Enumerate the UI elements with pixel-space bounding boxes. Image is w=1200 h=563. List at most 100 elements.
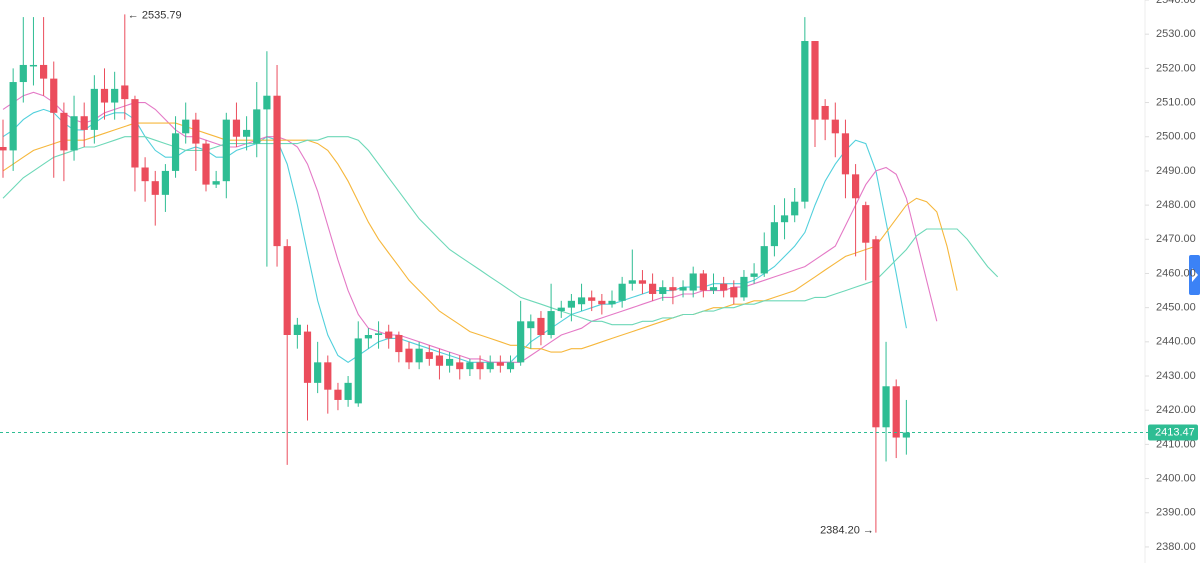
candle-body xyxy=(446,358,454,366)
candle-body xyxy=(456,362,464,370)
candle-body xyxy=(638,280,647,284)
candle-body xyxy=(50,78,58,113)
candle-body xyxy=(354,338,362,404)
candle-body xyxy=(466,362,474,370)
y-tick-label: 2460.00 xyxy=(1156,267,1196,279)
candle-body xyxy=(374,333,383,335)
candle-body xyxy=(151,181,159,195)
candle-body xyxy=(811,41,819,120)
candle-body xyxy=(567,300,575,308)
moving-average xyxy=(2,136,999,326)
candle-body xyxy=(161,170,169,195)
candle-body xyxy=(862,205,870,243)
candle-body xyxy=(872,239,880,428)
candle-body xyxy=(344,382,352,400)
candle-body xyxy=(496,362,504,366)
candle-body xyxy=(791,201,799,216)
y-tick-label: 2390.00 xyxy=(1156,507,1196,519)
candle-body xyxy=(141,167,149,182)
candle-body xyxy=(212,181,220,185)
candle-body xyxy=(902,432,910,438)
candle-body xyxy=(517,321,525,363)
y-tick-label: 2440.00 xyxy=(1156,336,1196,348)
y-tick-label: 2380.00 xyxy=(1156,541,1196,553)
candle-body xyxy=(618,283,626,301)
y-tick-label: 2410.00 xyxy=(1156,438,1196,450)
candle-body xyxy=(770,222,778,247)
candle-body xyxy=(263,95,271,110)
y-tick-label: 2540.00 xyxy=(1156,0,1196,6)
candle-body xyxy=(385,331,393,339)
candle-body xyxy=(243,129,251,137)
candle-body xyxy=(892,386,900,438)
y-tick-label: 2500.00 xyxy=(1156,131,1196,143)
candle-body xyxy=(679,287,687,291)
candle-body xyxy=(841,133,850,175)
y-tick-label: 2450.00 xyxy=(1156,302,1196,314)
candle-body xyxy=(232,119,241,137)
candle-body xyxy=(222,119,230,182)
y-tick-label: 2480.00 xyxy=(1156,199,1196,211)
current-price-label: 2413.47 xyxy=(1155,426,1195,438)
candle-body xyxy=(314,362,322,383)
moving-average xyxy=(2,122,958,353)
toggle-arrow xyxy=(1192,268,1198,282)
candle-body xyxy=(303,331,312,383)
candle-body xyxy=(415,348,423,363)
candle-body xyxy=(425,352,433,359)
candle-body xyxy=(476,362,484,370)
candle-body xyxy=(486,362,494,370)
candle-body xyxy=(171,133,180,171)
candle-body xyxy=(0,146,7,151)
current-price-box xyxy=(1148,424,1198,441)
candle-body xyxy=(760,246,768,274)
candle-body xyxy=(750,273,758,277)
candle-body xyxy=(60,112,68,151)
candle-body xyxy=(283,246,291,335)
candle-body xyxy=(121,85,129,100)
candle-body xyxy=(669,287,677,291)
candle-body xyxy=(882,386,890,428)
high-value: 2535.79 xyxy=(142,9,182,21)
candle-body xyxy=(19,64,27,83)
candle-body xyxy=(689,273,697,291)
moving-average xyxy=(2,91,938,363)
candle-body xyxy=(506,362,515,370)
candle-body xyxy=(70,116,78,151)
candle-body xyxy=(435,355,444,366)
candle-body xyxy=(202,143,210,185)
candle-body xyxy=(9,82,17,151)
candle-body xyxy=(182,119,190,134)
candle-body xyxy=(588,297,596,301)
low-annotation: 2384.20 → xyxy=(820,524,874,536)
candle-body xyxy=(334,389,342,400)
y-tick-label: 2510.00 xyxy=(1156,96,1196,108)
candle-body xyxy=(192,119,200,144)
y-tick-label: 2420.00 xyxy=(1156,404,1196,416)
y-tick-label: 2530.00 xyxy=(1156,28,1196,40)
candle-body xyxy=(90,88,98,130)
candle-body xyxy=(628,280,636,284)
candle-body xyxy=(557,307,565,312)
candle-body xyxy=(80,116,88,130)
y-tick-label: 2520.00 xyxy=(1156,62,1196,74)
y-tick-label: 2470.00 xyxy=(1156,233,1196,245)
candle-body xyxy=(659,287,667,294)
candle-body xyxy=(547,311,555,335)
candle-body xyxy=(598,300,606,305)
candle-body xyxy=(852,174,860,199)
candle-body xyxy=(740,276,748,298)
low-value: 2384.20 xyxy=(820,524,860,536)
candle-body xyxy=(831,119,839,134)
candle-body xyxy=(720,283,728,291)
candle-body xyxy=(730,287,738,298)
candle-body xyxy=(395,334,403,353)
candle-body xyxy=(608,300,616,305)
candle-body xyxy=(100,88,109,103)
candle-body xyxy=(801,41,809,202)
candle-body xyxy=(577,297,586,305)
y-tick-label: 2490.00 xyxy=(1156,165,1196,177)
high-annotation: ← 2535.79 xyxy=(128,9,182,21)
